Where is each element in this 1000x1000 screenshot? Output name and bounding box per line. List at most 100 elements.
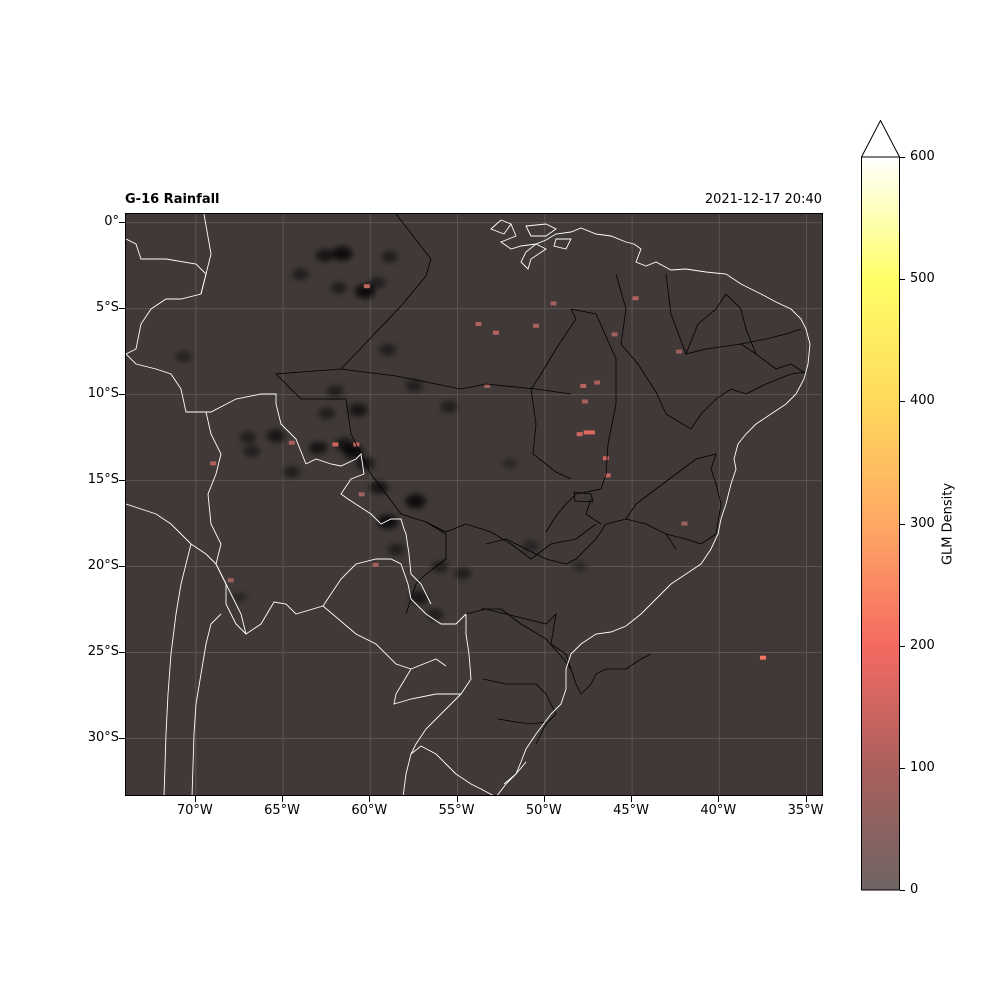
glm-cell [759,655,766,660]
glm-cell [576,432,583,437]
y-tick [119,221,125,223]
glm-cell [288,440,295,445]
y-tick-label: 25°S [87,643,119,659]
x-tick [718,796,720,802]
y-tick-label: 15°S [87,471,119,487]
colorbar-tick [900,767,905,769]
colorbar-tick [900,645,905,647]
country-borders [126,214,811,795]
rain-cell [327,385,344,397]
rain-cell [355,456,375,470]
x-tick [369,796,371,802]
map-timestamp: 2021-12-17 20:40 [704,192,822,207]
glm-cell [580,383,587,388]
rain-cell [243,445,261,458]
rainfall-layer [175,246,588,621]
rain-cell [440,400,458,413]
glm-cell [550,301,557,306]
rain-cell [318,407,336,420]
rain-cell [377,514,398,529]
x-tick-label: 55°W [438,803,475,818]
glm-cell [681,521,688,526]
rain-cell [334,438,354,451]
x-tick-label: 35°W [787,803,824,818]
rain-cell [308,441,328,455]
state-borders [275,214,807,745]
x-tick-label: 60°W [351,803,388,818]
rain-cell [175,351,192,363]
y-tick [119,651,125,653]
y-tick-label: 20°S [87,557,119,573]
rain-cell [405,494,426,509]
colorbar-tick-label: 400 [910,393,935,409]
colorbar-tick-label: 600 [910,149,935,164]
rain-cell [502,458,518,469]
rain-cell [431,560,449,573]
x-tick [805,796,807,802]
glm-cell [602,456,609,461]
glm-cell [492,330,499,335]
y-tick [119,479,125,481]
glm-cell [358,492,365,497]
glm-cell [581,399,588,404]
rain-cell [388,543,405,556]
y-tick [119,307,125,309]
x-tick-label: 70°W [176,803,213,818]
rain-cell [239,431,257,444]
glm-cell [676,349,683,354]
glm-cell [632,296,639,301]
rain-cell [330,282,348,294]
x-tick-label: 45°W [613,803,649,818]
y-tick [119,393,125,395]
colorbar-tick-label: 100 [910,759,935,775]
x-tick-label: 65°W [264,803,300,818]
colorbar-tick [900,157,905,158]
glm-cell [475,322,482,327]
y-tick-label: 30°S [87,729,119,745]
glm-cell [363,284,370,289]
y-tick [119,737,125,739]
rain-cell [266,429,286,443]
y-tick [119,565,125,567]
x-tick [456,796,458,802]
map-title: G-16 Rainfall [125,192,220,207]
glm-cell [210,461,217,466]
map-area [125,213,823,796]
rain-cell [283,466,301,478]
rain-cell [315,248,335,262]
rain-cell [231,592,248,603]
colorbar-tick-label: 500 [910,271,935,287]
glm-cell [611,332,618,337]
glm-cell [484,383,491,388]
glm-cell [372,562,379,567]
rain-cell [381,251,398,263]
rain-cell [348,403,368,417]
gridlines [126,214,822,795]
x-tick [282,796,284,802]
colorbar [861,120,901,891]
glm-cell [588,430,595,435]
y-tick-label: 5°S [95,299,119,315]
rain-cell [405,380,423,392]
x-tick-label: 50°W [525,803,562,818]
glm-cell [227,578,234,583]
x-tick [631,796,633,802]
glm-cell [583,430,590,435]
x-tick-label: 40°W [700,803,737,818]
map-canvas [126,214,822,795]
colorbar-tick-label: 0 [910,882,919,897]
glm-cell [594,380,601,385]
colorbar-extend-arrow [861,120,901,158]
colorbar-tick [900,279,905,281]
rain-cell [379,344,397,356]
colorbar-gradient [861,156,900,891]
x-tick [194,796,196,802]
colorbar-tick [900,523,905,525]
colorbar-tick-label: 300 [910,515,935,531]
glm-density-layer [210,284,766,660]
colorbar-tick [900,890,905,891]
rain-cell [369,481,389,494]
rain-cell [426,608,444,621]
rain-cell [292,268,309,280]
